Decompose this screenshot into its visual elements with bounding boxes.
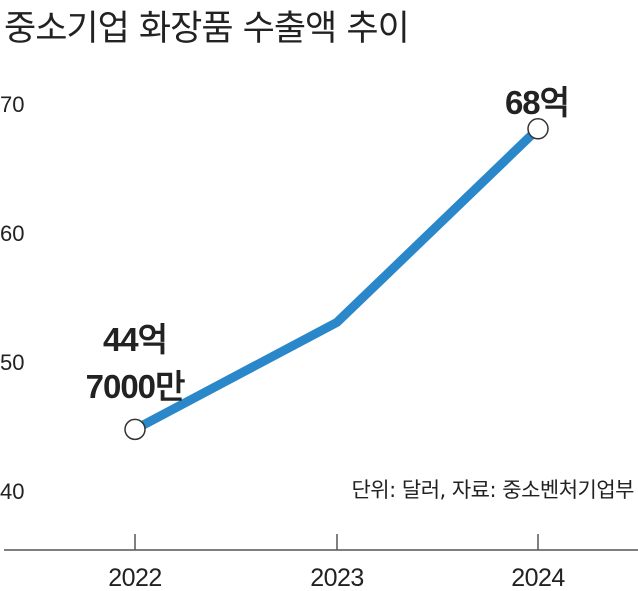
x-tick-label: 2024 — [511, 564, 565, 591]
y-tick-label: 60 — [0, 221, 24, 246]
chart-title: 중소기업 화장품 수출액 추이 — [4, 9, 410, 49]
data-point-marker — [124, 418, 146, 441]
x-tick-label: 2022 — [108, 564, 162, 591]
data-point-marker — [527, 118, 549, 140]
data-label: 44억 — [103, 321, 167, 358]
y-tick-label: 50 — [0, 350, 24, 375]
series-line — [132, 125, 542, 434]
y-tick-label: 40 — [0, 479, 24, 504]
y-tick-label: 70 — [0, 92, 24, 117]
data-label: 68억 — [505, 84, 569, 121]
data-label: 7000만 — [86, 368, 185, 405]
x-tick-label: 2023 — [310, 564, 364, 591]
source-note: 단위: 달러, 자료: 중소벤처기업부 — [351, 478, 634, 502]
